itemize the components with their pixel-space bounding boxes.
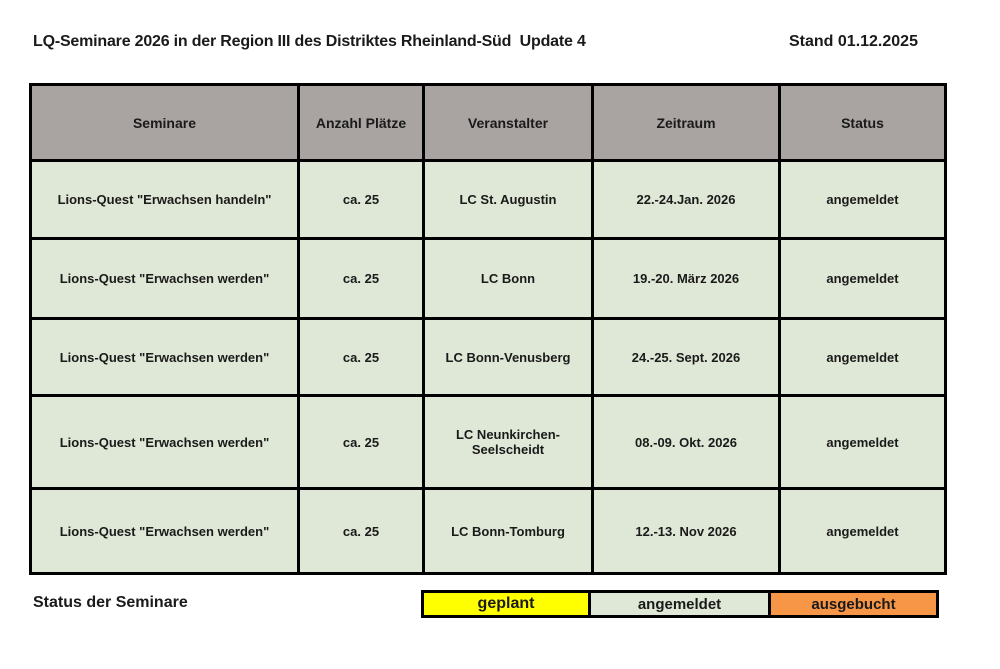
cell-status: angemeldet (778, 394, 947, 490)
cell-veranstalter: LC Bonn-Venusberg (422, 317, 594, 397)
legend-item-geplant: geplant (424, 593, 591, 615)
seminar-table: Seminare Anzahl Plätze Veranstalter Zeit… (29, 83, 947, 575)
cell-plaetze: ca. 25 (297, 394, 425, 490)
cell-status: angemeldet (778, 237, 947, 320)
status-legend: geplant angemeldet ausgebucht (421, 590, 939, 618)
cell-seminar: Lions-Quest "Erwachsen handeln" (29, 159, 300, 240)
cell-zeitraum: 08.-09. Okt. 2026 (591, 394, 781, 490)
table-row: Lions-Quest "Erwachsen werden" ca. 25 LC… (29, 237, 947, 320)
page-title: LQ-Seminare 2026 in der Region III des D… (33, 33, 586, 50)
cell-seminar: Lions-Quest "Erwachsen werden" (29, 394, 300, 490)
cell-status: angemeldet (778, 487, 947, 575)
cell-zeitraum: 12.-13. Nov 2026 (591, 487, 781, 575)
cell-plaetze: ca. 25 (297, 317, 425, 397)
cell-veranstalter: LC Bonn-Tomburg (422, 487, 594, 575)
column-header-status: Status (778, 83, 947, 162)
cell-plaetze: ca. 25 (297, 487, 425, 575)
column-header-anzahl-plaetze: Anzahl Plätze (297, 83, 425, 162)
cell-zeitraum: 19.-20. März 2026 (591, 237, 781, 320)
table-header-row: Seminare Anzahl Plätze Veranstalter Zeit… (29, 83, 947, 162)
stand-date: Stand 01.12.2025 (789, 33, 918, 50)
cell-veranstalter: LC St. Augustin (422, 159, 594, 240)
cell-plaetze: ca. 25 (297, 237, 425, 320)
column-header-seminare: Seminare (29, 83, 300, 162)
cell-plaetze: ca. 25 (297, 159, 425, 240)
table-row: Lions-Quest "Erwachsen werden" ca. 25 LC… (29, 394, 947, 490)
column-header-veranstalter: Veranstalter (422, 83, 594, 162)
cell-seminar: Lions-Quest "Erwachsen werden" (29, 317, 300, 397)
legend-item-ausgebucht: ausgebucht (771, 593, 936, 615)
column-header-zeitraum: Zeitraum (591, 83, 781, 162)
cell-zeitraum: 24.-25. Sept. 2026 (591, 317, 781, 397)
cell-seminar: Lions-Quest "Erwachsen werden" (29, 487, 300, 575)
cell-veranstalter: LC Bonn (422, 237, 594, 320)
cell-status: angemeldet (778, 317, 947, 397)
cell-seminar: Lions-Quest "Erwachsen werden" (29, 237, 300, 320)
cell-zeitraum: 22.-24.Jan. 2026 (591, 159, 781, 240)
table-row: Lions-Quest "Erwachsen werden" ca. 25 LC… (29, 487, 947, 575)
table-row: Lions-Quest "Erwachsen handeln" ca. 25 L… (29, 159, 947, 240)
cell-status: angemeldet (778, 159, 947, 240)
legend-title: Status der Seminare (33, 594, 188, 611)
table-row: Lions-Quest "Erwachsen werden" ca. 25 LC… (29, 317, 947, 397)
legend-item-angemeldet: angemeldet (591, 593, 771, 615)
cell-veranstalter: LC Neunkirchen-Seelscheidt (422, 394, 594, 490)
